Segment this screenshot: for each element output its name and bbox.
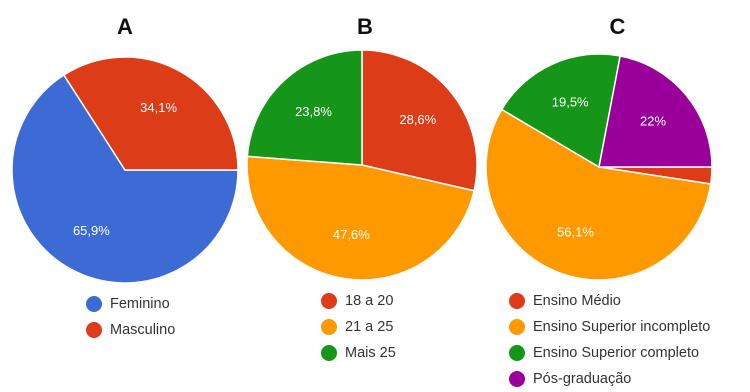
legend-a: Feminino Masculino xyxy=(86,291,175,343)
slice-ensino-superior-incompleto xyxy=(485,108,712,281)
legend-label: 18 a 20 xyxy=(345,293,394,309)
legend-swatch xyxy=(509,371,525,387)
slice-label-mais-25: 23,8% xyxy=(295,104,332,119)
legend-c: Ensino Médio Ensino Superior incompleto En… xyxy=(509,288,710,392)
legend-swatch xyxy=(509,319,525,335)
slice-label-pos-graduacao: 22% xyxy=(640,114,666,129)
chart-b-title: B xyxy=(357,14,373,39)
pie-c: 56,1% 19,5% 22% xyxy=(485,53,713,281)
legend-item-mais-25: Mais 25 xyxy=(321,340,396,366)
slice-masculino xyxy=(62,56,239,171)
legend-label: Ensino Superior incompleto xyxy=(533,319,711,335)
legend-item-18-a-20: 18 a 20 xyxy=(321,288,396,314)
pie-b: 28,6% 47,6% 23,8% xyxy=(246,49,478,281)
legend-swatch xyxy=(509,293,525,309)
legend-swatch xyxy=(321,319,337,335)
legend-item-masculino: Masculino xyxy=(86,317,175,343)
legend-item-21-a-25: 21 a 25 xyxy=(321,314,396,340)
legend-swatch xyxy=(86,296,102,312)
legend-swatch xyxy=(321,345,337,361)
legend-label: Mais 25 xyxy=(345,345,396,361)
chart-c-title: C xyxy=(609,14,626,39)
slice-label-18-a-20: 28,6% xyxy=(399,112,436,127)
legend-item-feminino: Feminino xyxy=(86,291,175,317)
chart-a-title: A xyxy=(117,14,133,39)
legend-item-pos-graduacao: Pós-graduação xyxy=(509,366,710,392)
legend-swatch xyxy=(509,345,525,361)
slice-mais-25 xyxy=(246,49,363,166)
legend-label: 21 a 25 xyxy=(345,319,394,335)
slice-pos-graduacao xyxy=(598,55,713,168)
slice-label-masculino: 34,1% xyxy=(140,100,177,115)
slice-18-a-20 xyxy=(361,49,478,192)
pie-a: 65,9% 34,1% xyxy=(11,56,239,284)
legend-label: Feminino xyxy=(110,296,170,312)
slice-ensino-superior-completo xyxy=(500,53,622,169)
slice-label-feminino: 65,9% xyxy=(73,223,110,238)
legend-item-ensino-medio: Ensino Médio xyxy=(509,288,710,314)
pie-chart-a: A 65,9% 34,1% Feminino Masculino xyxy=(0,0,250,392)
slice-label-ensino-superior-incompleto: 56,1% xyxy=(557,224,594,239)
legend-label: Masculino xyxy=(110,322,176,338)
legend-swatch xyxy=(86,322,102,338)
legend-item-ensino-superior-completo: Ensino Superior completo xyxy=(509,340,710,366)
slice-feminino xyxy=(11,73,239,284)
legend-swatch xyxy=(321,293,337,309)
pie-chart-c: C 56,1% 19,5% 22% Ensino Médio Ensino Super… xyxy=(485,0,750,392)
legend-item-ensino-superior-incompleto: Ensino Superior incompleto xyxy=(509,314,710,340)
legend-label: Ensino Médio xyxy=(533,293,621,309)
slice-label-ensino-superior-completo: 19,5% xyxy=(552,95,589,110)
slice-21-a-25 xyxy=(246,155,475,281)
legend-label: Pós-graduação xyxy=(533,371,632,387)
slice-label-21-a-25: 47,6% xyxy=(333,227,370,242)
legend-b: 18 a 20 21 a 25 Mais 25 xyxy=(321,288,396,366)
legend-label: Ensino Superior completo xyxy=(533,345,700,361)
pie-chart-b: B 28,6% 47,6% 23,8% 18 a 20 21 a 25 Mais 25 xyxy=(245,0,485,392)
